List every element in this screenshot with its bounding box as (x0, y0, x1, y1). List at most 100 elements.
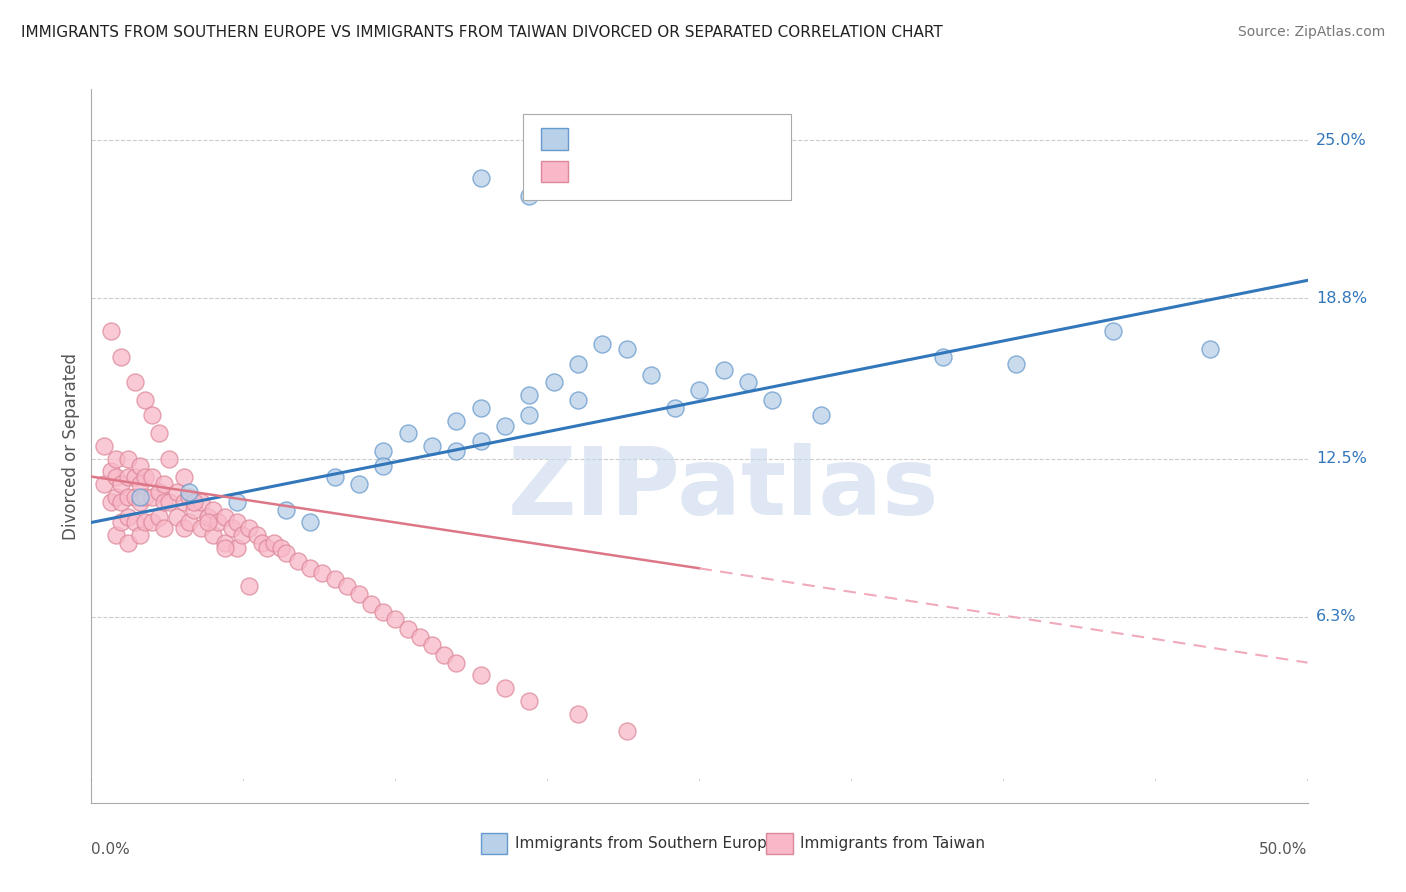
Point (134, 516, 156, 530)
Point (664, 401, 686, 415)
Bar (481, 833, 508, 855)
Point (323, 469, 346, 483)
Point (616, 342, 638, 356)
Point (347, 477, 370, 491)
Point (373, 605, 395, 619)
Point (129, 477, 152, 491)
Point (263, 536, 285, 550)
Point (517, 694, 540, 708)
Point (287, 554, 309, 568)
Point (141, 469, 163, 483)
Point (616, 724, 638, 739)
Point (256, 541, 278, 555)
Point (110, 516, 132, 530)
Point (226, 516, 249, 530)
Text: 12.5%: 12.5% (1316, 451, 1367, 467)
Point (1004, 358, 1026, 372)
Point (299, 561, 322, 575)
Bar (541, 128, 568, 150)
Point (713, 362, 735, 376)
Point (104, 451, 127, 466)
Point (737, 376, 759, 390)
Point (134, 469, 156, 483)
Point (591, 337, 613, 351)
Point (153, 520, 176, 534)
Point (124, 376, 146, 390)
Point (323, 572, 346, 586)
Point (470, 171, 492, 186)
Point (470, 401, 492, 415)
Point (226, 495, 249, 509)
Point (270, 541, 292, 555)
Point (166, 510, 188, 524)
Point (183, 502, 205, 516)
Point (396, 426, 419, 441)
Point (153, 495, 176, 509)
Point (177, 516, 200, 530)
Point (117, 451, 139, 466)
Point (183, 495, 205, 509)
Point (238, 520, 260, 534)
Point (517, 189, 540, 203)
Point (347, 587, 370, 601)
Point (274, 546, 297, 560)
Point (1102, 324, 1125, 338)
Text: N = 92: N = 92 (699, 164, 754, 178)
Bar (541, 161, 568, 182)
Point (173, 520, 195, 534)
FancyBboxPatch shape (523, 114, 790, 200)
Text: N = 36: N = 36 (699, 132, 754, 146)
Point (567, 393, 589, 408)
Point (311, 566, 333, 581)
Point (444, 413, 467, 427)
Text: R =  0.390: R = 0.390 (575, 132, 666, 146)
Point (214, 541, 236, 555)
Point (494, 681, 516, 695)
Point (470, 668, 492, 682)
Point (173, 469, 195, 483)
Point (931, 350, 953, 364)
Text: IMMIGRANTS FROM SOUTHERN EUROPE VS IMMIGRANTS FROM TAIWAN DIVORCED OR SEPARATED : IMMIGRANTS FROM SOUTHERN EUROPE VS IMMIG… (21, 25, 943, 40)
Text: Immigrants from Taiwan: Immigrants from Taiwan (800, 836, 986, 851)
Point (157, 451, 180, 466)
Point (190, 495, 212, 509)
Point (141, 409, 163, 423)
Point (141, 516, 163, 530)
Point (336, 579, 359, 593)
Point (124, 469, 146, 483)
Bar (766, 833, 793, 855)
Point (117, 536, 139, 550)
Point (110, 495, 132, 509)
Point (110, 350, 132, 364)
Text: 25.0%: 25.0% (1316, 133, 1367, 148)
Point (299, 516, 322, 530)
Point (567, 706, 589, 721)
Point (148, 484, 170, 499)
Point (100, 495, 122, 509)
Point (148, 510, 170, 524)
Text: R = -0.207: R = -0.207 (575, 164, 666, 178)
Point (129, 459, 152, 474)
Point (214, 536, 236, 550)
Point (214, 510, 236, 524)
Point (134, 393, 156, 408)
Point (104, 490, 127, 504)
Point (129, 495, 152, 509)
Point (567, 358, 589, 372)
Point (274, 502, 297, 516)
Point (100, 324, 122, 338)
Point (117, 490, 139, 504)
Point (420, 638, 443, 652)
Text: 6.3%: 6.3% (1316, 609, 1357, 624)
Point (129, 528, 152, 542)
Point (231, 528, 253, 542)
Point (129, 490, 152, 504)
Point (177, 490, 200, 504)
Point (640, 368, 662, 382)
Point (93, 477, 115, 491)
Point (197, 516, 219, 530)
Point (157, 495, 180, 509)
Point (153, 477, 176, 491)
Point (173, 495, 195, 509)
Point (141, 490, 163, 504)
